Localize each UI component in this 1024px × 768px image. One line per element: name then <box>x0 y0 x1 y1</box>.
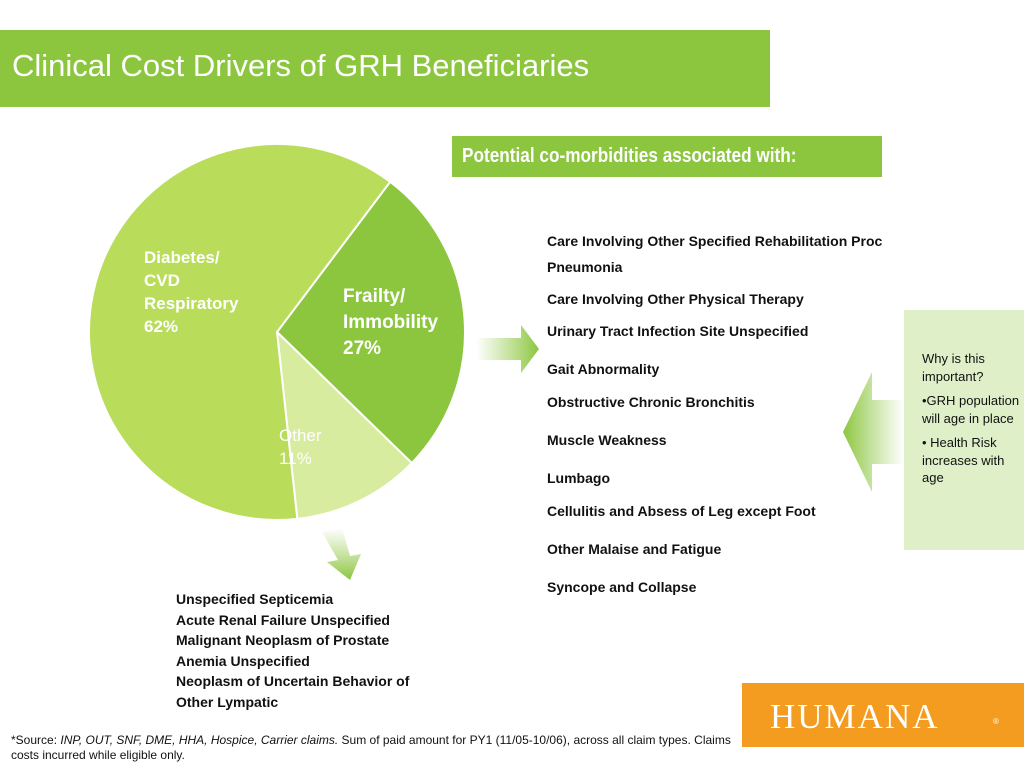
list-item: Acute Renal Failure Unspecified <box>176 611 390 628</box>
slice-diabetes <box>87 143 392 521</box>
list-item: Syncope and Collapse <box>547 579 697 595</box>
list-item: Other Malaise and Fatigue <box>547 541 722 557</box>
why-heading: Why is this important? <box>922 351 985 384</box>
humana-logo: HUMANA ® <box>742 683 1024 747</box>
list-item: Anemia Unspecified <box>176 652 310 669</box>
arrow-left <box>843 372 904 492</box>
subtitle-box: Potential co-morbidities associated with… <box>452 136 882 177</box>
slice-label-diabetes: Diabetes/ CVD Respiratory 62% <box>144 248 239 336</box>
arrow-down <box>322 528 361 580</box>
list-item: Neoplasm of Uncertain Behavior of <box>176 673 410 689</box>
list-item: Pneumonia <box>547 259 623 275</box>
source-note: *Source: INP, OUT, SNF, DME, HHA, Hospic… <box>11 733 731 762</box>
slice-label-frailty: Frailty/ Immobility 27% <box>343 286 439 359</box>
list-item: Cellulitis and Absess of Leg except Foot <box>547 503 816 519</box>
list-item: Malignant Neoplasm of Prostate <box>176 632 390 648</box>
why-important-box <box>904 310 1024 550</box>
list-item: Urinary Tract Infection Site Unspecified <box>547 323 809 339</box>
why-important-text: Why is this important? •GRH population w… <box>922 350 1022 494</box>
list-item: Other Lympatic <box>176 693 279 710</box>
slice-other <box>275 329 414 521</box>
subtitle: Potential co-morbidities associated with… <box>462 145 797 167</box>
list-item: Obstructive Chronic Bronchitis <box>547 394 755 410</box>
list-item: Muscle Weakness <box>547 432 667 448</box>
other-conditions-list: Unspecified Septicemia Acute Renal Failu… <box>176 589 409 712</box>
list-item: Care Involving Other Physical Therapy <box>547 291 804 307</box>
list-item: Care Involving Other Specified Rehabilit… <box>547 233 883 249</box>
slice-frailty <box>275 180 466 465</box>
title-bar: Clinical Cost Drivers of GRH Beneficiari… <box>0 30 770 107</box>
arrow-right <box>476 325 539 373</box>
why-bullet: •GRH population will age in place <box>922 393 1020 426</box>
page-title: Clinical Cost Drivers of GRH Beneficiari… <box>12 48 590 83</box>
why-bullet: • Health Risk increases with age <box>922 435 1005 485</box>
logo-text: HUMANA <box>770 697 940 736</box>
registered-mark: ® <box>993 717 999 726</box>
slice-label-other: Other 11% <box>279 426 322 468</box>
list-item: Unspecified Septicemia <box>176 591 334 607</box>
list-item: Gait Abnormality <box>547 361 660 377</box>
list-item: Lumbago <box>547 470 610 486</box>
